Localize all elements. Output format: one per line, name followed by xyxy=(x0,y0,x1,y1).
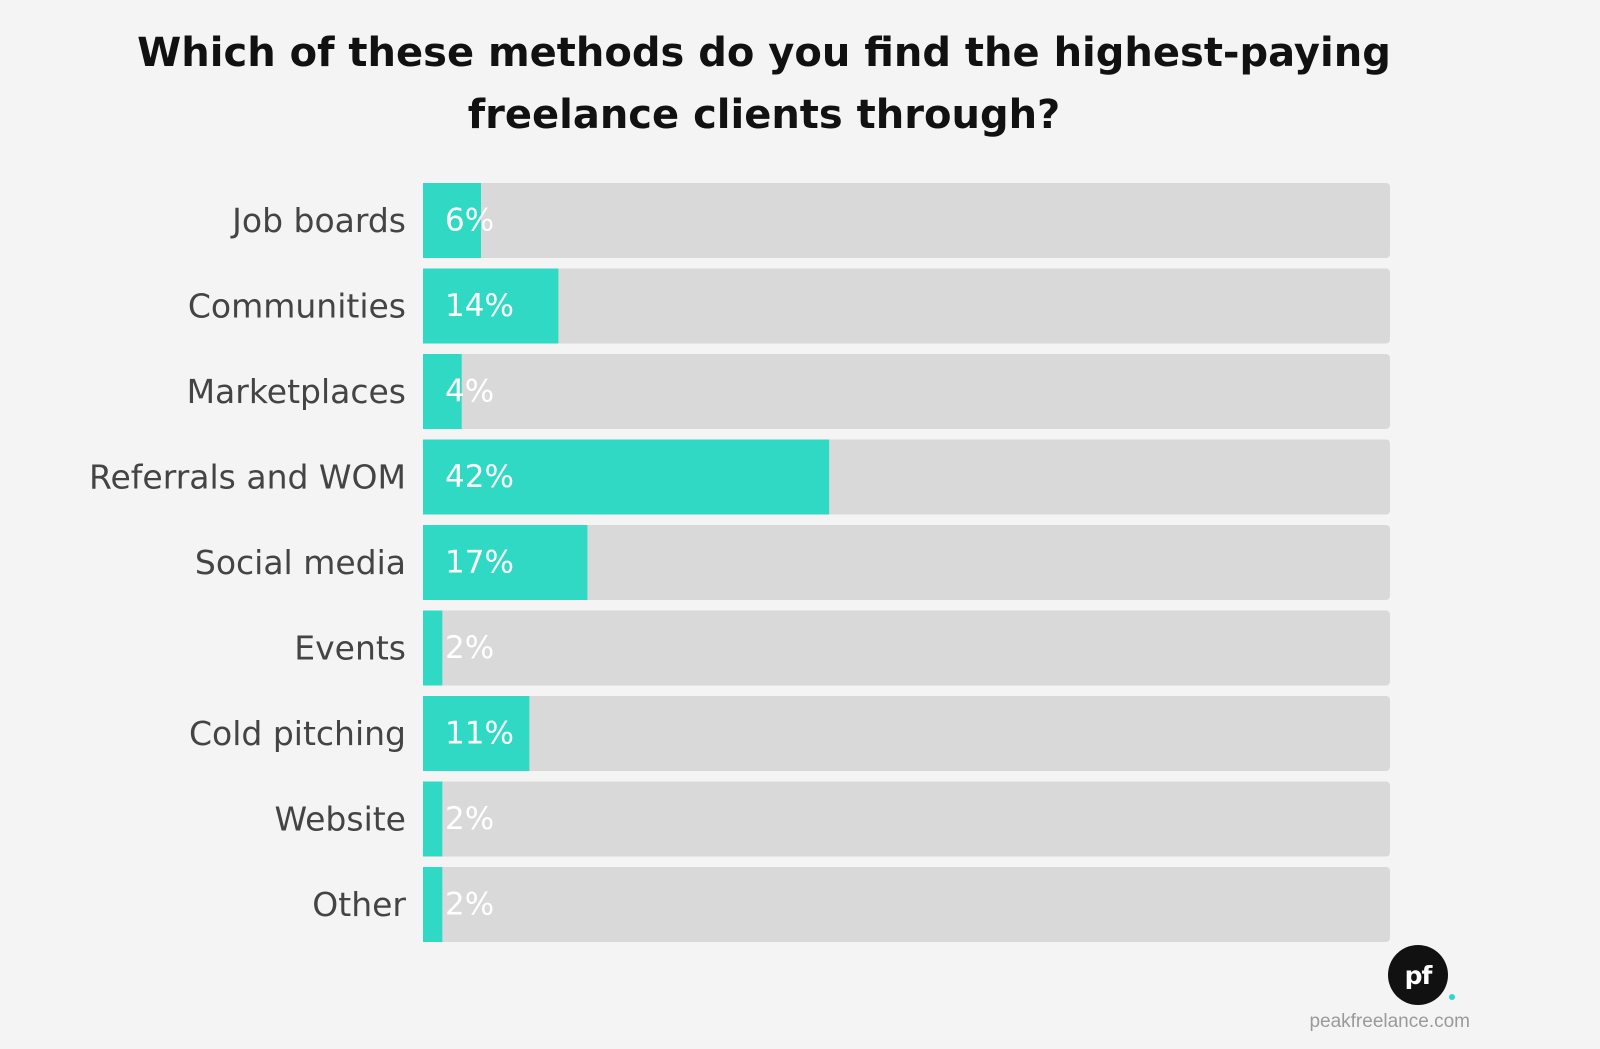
bar-row-other: Other 2% xyxy=(312,867,1390,942)
category-label: Marketplaces xyxy=(187,372,406,411)
bar-row-cold-pitching: Cold pitching 11% xyxy=(189,696,1390,771)
bar-track xyxy=(423,183,1390,258)
category-label: Communities xyxy=(188,287,406,326)
category-label: Website xyxy=(274,800,406,839)
value-label: 17% xyxy=(445,545,514,581)
bar-value xyxy=(423,867,443,942)
chart-title: Which of these methods do you find the h… xyxy=(0,22,1528,146)
bar-track xyxy=(423,867,1390,942)
logo-badge: pf xyxy=(1388,945,1455,1005)
value-label: 4% xyxy=(445,374,494,410)
bar-row-marketplaces: Marketplaces 4% xyxy=(187,354,1390,429)
value-label: 2% xyxy=(445,887,494,923)
value-label: 2% xyxy=(445,801,494,837)
chart-title-line-1: Which of these methods do you find the h… xyxy=(137,30,1391,76)
value-label: 6% xyxy=(445,203,494,239)
bar-track xyxy=(423,525,1390,600)
logo-text: pf xyxy=(1404,960,1433,990)
bar-track xyxy=(423,610,1390,686)
category-label: Other xyxy=(312,885,406,924)
category-label: Referrals and WOM xyxy=(89,458,406,497)
bar-track xyxy=(423,354,1390,429)
chart-title-line-2: freelance clients through? xyxy=(467,92,1061,138)
value-label: 14% xyxy=(445,288,514,324)
bar-row-communities: Communities 14% xyxy=(188,268,1390,344)
bar-value xyxy=(423,354,462,429)
category-label: Social media xyxy=(195,543,406,582)
value-label: 11% xyxy=(445,716,514,752)
bar-value xyxy=(423,439,830,515)
value-label: 42% xyxy=(445,459,514,495)
bar-track xyxy=(423,696,1390,771)
bar-row-website: Website 2% xyxy=(274,781,1390,857)
logo-dot-icon xyxy=(1449,994,1455,1000)
bar-track xyxy=(423,268,1390,344)
value-label: 2% xyxy=(445,630,494,666)
bar-value xyxy=(423,183,482,258)
bar-track xyxy=(423,781,1390,857)
bar-row-events: Events 2% xyxy=(294,610,1390,686)
category-label: Events xyxy=(294,629,406,668)
bar-value xyxy=(423,268,559,344)
category-label: Cold pitching xyxy=(189,714,406,753)
bar-value xyxy=(423,781,443,857)
bar-row-social-media: Social media 17% xyxy=(195,525,1390,600)
site-footer: peakfreelance.com xyxy=(1309,1011,1470,1032)
bar-value xyxy=(423,696,530,771)
bar-value xyxy=(423,610,443,686)
bar-value xyxy=(423,525,588,600)
bar-row-referrals-and-wom: Referrals and WOM 42% xyxy=(89,439,1390,515)
bar-row-job-boards: Job boards 6% xyxy=(230,183,1390,258)
category-label: Job boards xyxy=(230,201,406,240)
